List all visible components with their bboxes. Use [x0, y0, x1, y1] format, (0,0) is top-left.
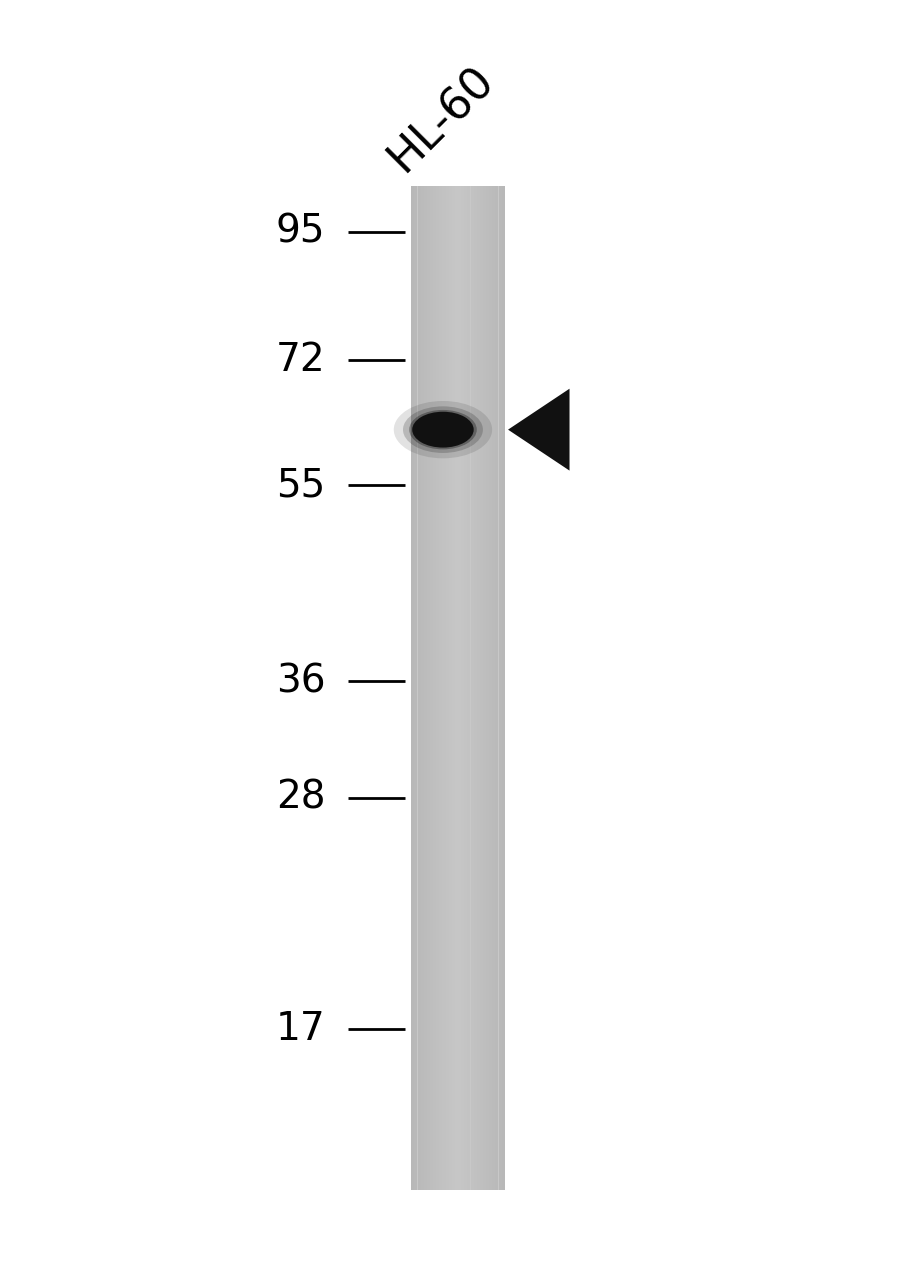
Text: HL-60: HL-60: [380, 58, 502, 180]
Bar: [430, 186, 433, 1190]
Bar: [473, 186, 476, 1190]
Bar: [452, 186, 454, 1190]
Bar: [482, 186, 486, 1190]
Text: 28: 28: [275, 780, 325, 817]
Bar: [486, 186, 489, 1190]
Bar: [414, 186, 417, 1190]
Bar: [492, 186, 495, 1190]
Bar: [498, 186, 501, 1190]
Bar: [433, 186, 435, 1190]
Bar: [454, 186, 458, 1190]
Bar: [461, 186, 464, 1190]
Bar: [470, 186, 473, 1190]
Text: 55: 55: [276, 466, 325, 504]
Ellipse shape: [394, 401, 491, 458]
Bar: [445, 186, 448, 1190]
Text: 17: 17: [275, 1010, 325, 1048]
Bar: [417, 186, 420, 1190]
Bar: [476, 186, 479, 1190]
Bar: [489, 186, 492, 1190]
Ellipse shape: [409, 410, 476, 449]
Text: 72: 72: [275, 342, 325, 379]
Bar: [424, 186, 426, 1190]
Bar: [467, 186, 470, 1190]
Bar: [411, 186, 414, 1190]
Bar: [420, 186, 424, 1190]
Bar: [458, 186, 461, 1190]
Bar: [479, 186, 482, 1190]
Bar: [464, 186, 467, 1190]
Text: 36: 36: [275, 663, 325, 700]
Bar: [442, 186, 445, 1190]
Bar: [501, 186, 504, 1190]
Bar: [411, 186, 501, 1190]
Bar: [436, 186, 439, 1190]
Polygon shape: [507, 389, 569, 471]
Bar: [495, 186, 498, 1190]
Ellipse shape: [403, 406, 482, 453]
Bar: [439, 186, 442, 1190]
Ellipse shape: [412, 412, 473, 448]
Bar: [426, 186, 430, 1190]
Bar: [448, 186, 452, 1190]
Text: 95: 95: [275, 212, 325, 251]
